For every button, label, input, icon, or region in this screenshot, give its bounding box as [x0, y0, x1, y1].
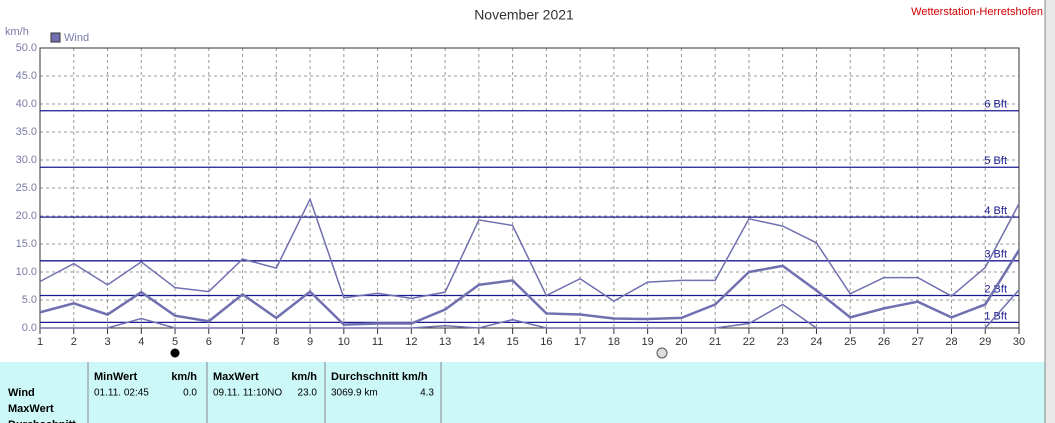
moon-full	[656, 347, 668, 359]
x-tick-label: 29	[979, 336, 991, 348]
y-tick-label: 45.0	[16, 70, 37, 82]
x-tick-label: 7	[239, 336, 245, 348]
legend-swatch	[50, 32, 61, 43]
x-tick-label: 10	[338, 336, 350, 348]
table-cell: 0.0	[183, 388, 197, 399]
table-header: km/h	[291, 371, 317, 383]
table-header: km/h	[171, 371, 197, 383]
x-tick-label: 11	[372, 336, 383, 348]
bft-label: 3 Bft	[984, 249, 1007, 261]
row-label: MaxWert	[8, 403, 54, 415]
plot-frame	[39, 47, 1020, 329]
bft-label: 5 Bft	[984, 155, 1007, 167]
chart-title: November 2021	[474, 7, 574, 23]
y-tick-label: 30.0	[16, 154, 37, 166]
y-tick-label: 10.0	[16, 266, 37, 278]
x-tick-label: 6	[206, 336, 212, 348]
row-label: Durchschnitt	[8, 419, 76, 423]
x-tick-label: 19	[642, 336, 654, 348]
x-tick-label: 17	[574, 336, 586, 348]
x-tick-label: 15	[506, 336, 518, 348]
table-cell: 01.11. 02:45	[94, 388, 149, 399]
y-tick-label: 15.0	[16, 238, 37, 250]
table-cell: 09.11. 11:10NO	[213, 388, 282, 399]
x-tick-label: 13	[439, 336, 451, 348]
y-tick-label: 25.0	[16, 182, 37, 194]
x-tick-label: 8	[273, 336, 279, 348]
x-tick-label: 30	[1013, 336, 1025, 348]
x-tick-label: 23	[777, 336, 789, 348]
x-tick-label: 9	[307, 336, 313, 348]
x-tick-label: 4	[138, 336, 144, 348]
y-tick-label: 5.0	[22, 294, 37, 306]
x-tick-label: 25	[844, 336, 856, 348]
wind-line	[40, 289, 1020, 329]
table-cell: 4.3	[420, 388, 434, 399]
x-tick-label: 27	[912, 336, 924, 348]
x-tick-label: 26	[878, 336, 890, 348]
y-tick-label: 0.0	[22, 322, 37, 334]
x-tick-label: 18	[608, 336, 620, 348]
legend-label: Wind	[64, 32, 89, 44]
moon-new	[170, 348, 180, 358]
table-cell: 3069.9 km	[331, 388, 378, 399]
bft-label: 4 Bft	[984, 205, 1007, 217]
y-tick-label: 35.0	[16, 126, 37, 138]
x-tick-label: 21	[709, 336, 721, 348]
x-tick-label: 14	[473, 336, 485, 348]
y-tick-label: 40.0	[16, 98, 37, 110]
x-tick-label: 16	[540, 336, 552, 348]
station-name: Wetterstation-Herretshofen	[911, 6, 1043, 18]
x-tick-label: 5	[172, 336, 178, 348]
y-tick-label: 20.0	[16, 210, 37, 222]
table: MinWert km/h MaxWert km/h Durchschnitt km/h W…	[8, 362, 442, 423]
x-tick-label: 24	[810, 336, 822, 348]
wind-line	[39, 197, 1020, 302]
table-cell: 23.0	[298, 388, 318, 399]
x-tick-label: 28	[945, 336, 957, 348]
table-header: MaxWert	[213, 371, 259, 383]
x-tick-label: 2	[71, 336, 77, 348]
x-tick-label: 12	[405, 336, 417, 348]
side-strip	[1045, 0, 1055, 423]
table-header: MinWert	[94, 371, 138, 383]
row-label: Wind	[8, 387, 35, 399]
y-axis-label: km/h	[5, 26, 29, 38]
x-tick-label: 22	[743, 336, 755, 348]
x-tick-label: 3	[104, 336, 110, 348]
x-tick-label: 1	[37, 336, 43, 348]
table-header: Durchschnitt km/h	[331, 371, 428, 383]
x-tick-label: 20	[675, 336, 687, 348]
table-panel	[0, 362, 1045, 423]
bft-label: 6 Bft	[984, 99, 1007, 111]
wind-line	[39, 249, 1021, 326]
y-tick-label: 50.0	[16, 42, 37, 54]
